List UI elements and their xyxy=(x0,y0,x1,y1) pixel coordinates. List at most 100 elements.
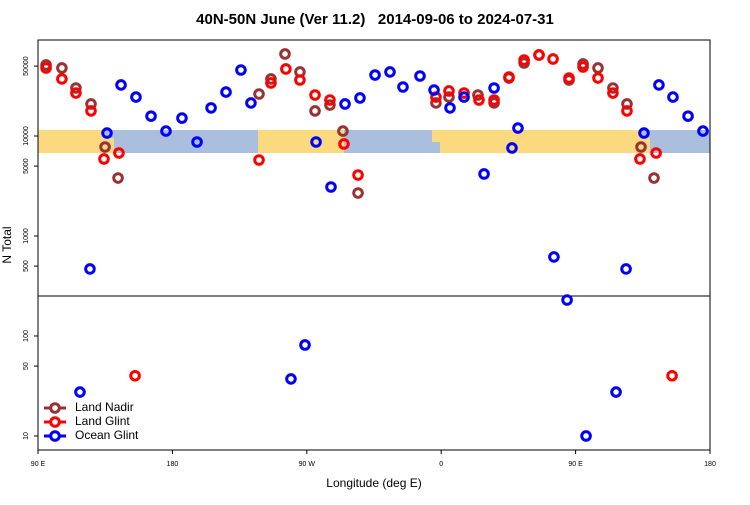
point xyxy=(309,89,321,101)
point xyxy=(70,82,82,94)
x-tick-label: 90 E xyxy=(568,461,583,468)
point xyxy=(610,386,622,398)
point xyxy=(503,71,515,83)
point xyxy=(512,122,524,134)
point xyxy=(473,94,485,106)
point xyxy=(607,87,619,99)
point xyxy=(443,85,455,97)
point xyxy=(337,125,349,137)
point xyxy=(280,63,292,75)
point xyxy=(84,263,96,275)
point xyxy=(310,136,322,148)
point xyxy=(369,69,381,81)
point xyxy=(354,92,366,104)
point xyxy=(563,72,575,84)
point xyxy=(488,94,500,106)
point xyxy=(145,110,157,122)
point xyxy=(101,127,113,139)
point xyxy=(667,91,679,103)
x-tick-label: 90 W xyxy=(299,461,316,468)
point xyxy=(70,87,82,99)
point xyxy=(444,102,456,114)
point xyxy=(129,369,141,382)
point xyxy=(285,373,297,385)
point xyxy=(74,386,86,398)
point xyxy=(339,98,351,110)
y-tick-label: 1000 xyxy=(23,228,30,244)
point xyxy=(309,105,321,117)
point xyxy=(648,172,660,184)
legend-label: Land Glint xyxy=(75,414,130,428)
point xyxy=(220,86,232,98)
point xyxy=(430,97,442,109)
land-area xyxy=(38,130,104,153)
y-tick-label: 10 xyxy=(23,432,30,440)
point xyxy=(443,91,455,103)
point xyxy=(620,263,632,275)
point xyxy=(506,142,518,154)
point xyxy=(621,105,633,117)
point xyxy=(253,154,265,166)
point xyxy=(533,49,545,61)
legend-label: Ocean Glint xyxy=(75,428,139,442)
point xyxy=(112,172,124,184)
point xyxy=(650,147,662,159)
point xyxy=(299,339,311,351)
point xyxy=(397,81,409,93)
point xyxy=(592,72,604,84)
point xyxy=(56,73,68,85)
y-tick-label: 500 xyxy=(23,260,30,272)
point xyxy=(547,53,559,65)
point xyxy=(245,97,257,109)
point xyxy=(115,79,127,91)
point xyxy=(191,136,203,148)
point xyxy=(488,82,500,94)
legend-label: Land Nadir xyxy=(75,400,134,414)
x-tick-label: 180 xyxy=(167,461,179,468)
point xyxy=(414,70,426,82)
point xyxy=(580,430,592,442)
point xyxy=(577,61,589,73)
point xyxy=(384,66,396,78)
land-area xyxy=(440,130,640,153)
point xyxy=(428,84,440,96)
x-tick-label: 180 xyxy=(704,461,716,468)
chart-title: 40N-50N June (Ver 11.2) 2014-09-06 to 20… xyxy=(196,11,554,28)
point xyxy=(653,79,665,91)
point xyxy=(294,74,306,86)
map-strip xyxy=(38,130,710,153)
x-axis-label: Longitude (deg E) xyxy=(326,476,421,490)
point xyxy=(682,110,694,122)
point xyxy=(160,125,172,137)
point xyxy=(561,294,573,306)
legend-marker xyxy=(49,416,61,428)
point xyxy=(352,187,364,199)
point xyxy=(205,102,217,114)
land-area xyxy=(258,130,344,153)
point xyxy=(635,141,647,153)
point xyxy=(235,64,247,76)
x-tick-label: 0 xyxy=(439,461,443,468)
point xyxy=(607,82,619,94)
point xyxy=(338,138,350,150)
legend-marker xyxy=(49,430,61,442)
y-tick-label: 10000 xyxy=(23,126,30,146)
point xyxy=(56,62,68,74)
point xyxy=(85,105,97,117)
point xyxy=(472,89,484,101)
y-tick-label: 50000 xyxy=(23,56,30,76)
point xyxy=(697,125,709,137)
point xyxy=(548,251,560,263)
point xyxy=(634,153,646,165)
point xyxy=(85,98,97,110)
y-tick-label: 5000 xyxy=(23,158,30,174)
point xyxy=(279,48,291,60)
y-tick-label: 50 xyxy=(23,362,30,370)
point xyxy=(99,141,111,153)
point xyxy=(253,88,265,100)
y-tick-label: 100 xyxy=(23,330,30,342)
point xyxy=(113,147,125,159)
land-area xyxy=(432,130,440,142)
point xyxy=(324,94,336,106)
